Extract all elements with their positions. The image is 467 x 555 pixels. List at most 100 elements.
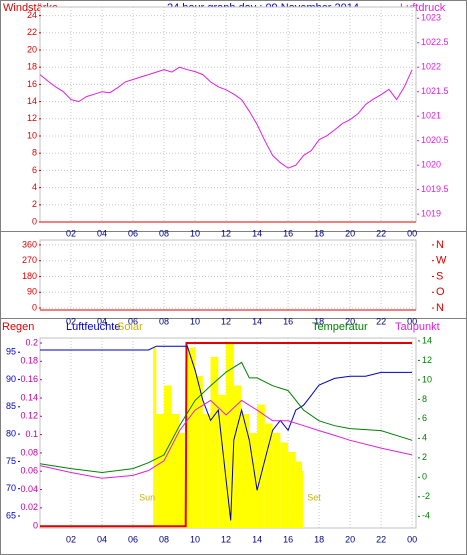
x-tick-label: 16	[283, 316, 293, 326]
x-tick-label: 10	[190, 228, 200, 238]
y-tick-label: 14	[27, 96, 37, 106]
plot-area	[39, 239, 417, 311]
solar-bar	[257, 404, 265, 528]
x-tick-label: 08	[159, 228, 169, 238]
y-tick-label: 20	[27, 44, 37, 54]
x-tick-label: 22	[376, 534, 386, 544]
series-line	[39, 399, 413, 479]
x-tick-label: 12	[221, 534, 231, 544]
y-tick-label: 0.02	[20, 502, 38, 512]
y2-tick-label: N	[436, 239, 444, 251]
y3-tick-label: 80	[6, 428, 16, 438]
x-tick-label: 14	[252, 316, 262, 326]
y2-tick-label: 0	[422, 472, 427, 482]
y-tick-label: 6	[32, 165, 37, 175]
solar-bar	[302, 471, 304, 528]
y-tick-label: 0.04	[20, 484, 38, 494]
series-line	[39, 66, 413, 169]
y2-tick-label: -4	[422, 511, 430, 521]
solar-bar	[164, 385, 172, 528]
solar-bar	[187, 347, 196, 528]
annotation: Sun	[139, 492, 155, 502]
x-tick-label: 04	[97, 316, 107, 326]
solar-bar	[264, 423, 273, 528]
x-tick-label: 00	[407, 228, 417, 238]
y2-tick-label: 14	[422, 335, 432, 345]
solar-bar	[210, 357, 219, 528]
x-tick-label: 14	[252, 534, 262, 544]
y3-tick-label: 65	[6, 510, 16, 520]
x-tick-label: 00	[407, 534, 417, 544]
x-tick-label: 20	[345, 316, 355, 326]
y-tick-label: 10	[27, 130, 37, 140]
x-tick-label: 10	[190, 316, 200, 326]
series-line	[40, 345, 413, 521]
y2-tick-label: 1020	[421, 160, 441, 170]
solar-bar	[153, 347, 157, 528]
solar-bar	[171, 414, 180, 528]
series-line	[40, 342, 413, 528]
solar-bar	[218, 395, 227, 528]
y-tick-label: 0	[33, 521, 38, 531]
solar-bar	[288, 452, 296, 528]
y2-tick-label: 4	[422, 433, 427, 443]
x-tick-label: 12	[221, 316, 231, 326]
legend-label: Taupunkt	[395, 321, 440, 333]
y-tick-label: 2	[32, 199, 37, 209]
x-tick-label: 16	[283, 534, 293, 544]
y2-tick-label: -2	[422, 491, 430, 501]
y2-tick-label: 1023	[421, 13, 441, 23]
y2-tick-label: 12	[422, 355, 432, 365]
y2-tick-label: O	[436, 286, 445, 298]
solar-bar	[179, 433, 188, 528]
x-tick-label: 20	[345, 534, 355, 544]
legend-label: Luftfeuchte	[66, 321, 120, 333]
x-tick-label: 06	[128, 316, 138, 326]
y-tick-label: 0.06	[20, 466, 38, 476]
y2-tick-label: 10	[422, 374, 432, 384]
y2-tick-label: W	[436, 255, 447, 267]
x-tick-label: 12	[221, 228, 231, 238]
y2-tick-label: 1022.5	[421, 37, 449, 47]
solar-bar	[233, 385, 242, 528]
y-tick-label: 0.1	[25, 429, 38, 439]
y-tick-label: 90	[27, 287, 37, 297]
x-tick-label: 00	[407, 316, 417, 326]
y3-tick-label: 70	[6, 483, 16, 493]
x-tick-label: 10	[190, 534, 200, 544]
x-tick-label: 08	[159, 534, 169, 544]
plot-area	[39, 6, 417, 223]
y2-tick-label: 1020.5	[421, 135, 449, 145]
x-tick-label: 20	[345, 228, 355, 238]
y3-tick-label: 75	[6, 456, 16, 466]
y-tick-label: 8	[32, 148, 37, 158]
x-tick-label: 08	[159, 316, 169, 326]
y2-tick-label: 1019	[421, 209, 441, 219]
x-tick-label: 02	[66, 228, 76, 238]
x-tick-label: 04	[97, 534, 107, 544]
y-tick-label: 360	[22, 239, 37, 249]
annotation: Set	[307, 492, 321, 502]
y-tick-label: 0.2	[25, 337, 38, 347]
solar-bar	[226, 341, 234, 528]
x-tick-label: 18	[314, 534, 324, 544]
solar-bar	[295, 461, 303, 528]
x-tick-label: 22	[376, 228, 386, 238]
legend-label: Temperatur	[312, 321, 368, 333]
x-tick-label: 06	[128, 228, 138, 238]
legend-label: Regen	[2, 321, 34, 333]
solar-bar	[249, 433, 258, 528]
legend-label: Solar	[117, 321, 143, 333]
y-tick-label: 270	[22, 255, 37, 265]
y-tick-label: 4	[32, 182, 37, 192]
x-tick-label: 02	[66, 534, 76, 544]
x-tick-label: 18	[314, 316, 324, 326]
x-tick-label: 14	[252, 228, 262, 238]
y-tick-label: 22	[27, 27, 37, 37]
y2-tick-label: 6	[422, 413, 427, 423]
y-tick-label: 16	[27, 79, 37, 89]
y2-tick-label: N	[436, 302, 444, 314]
y-tick-label: 0.12	[20, 411, 38, 421]
x-tick-label: 04	[97, 228, 107, 238]
